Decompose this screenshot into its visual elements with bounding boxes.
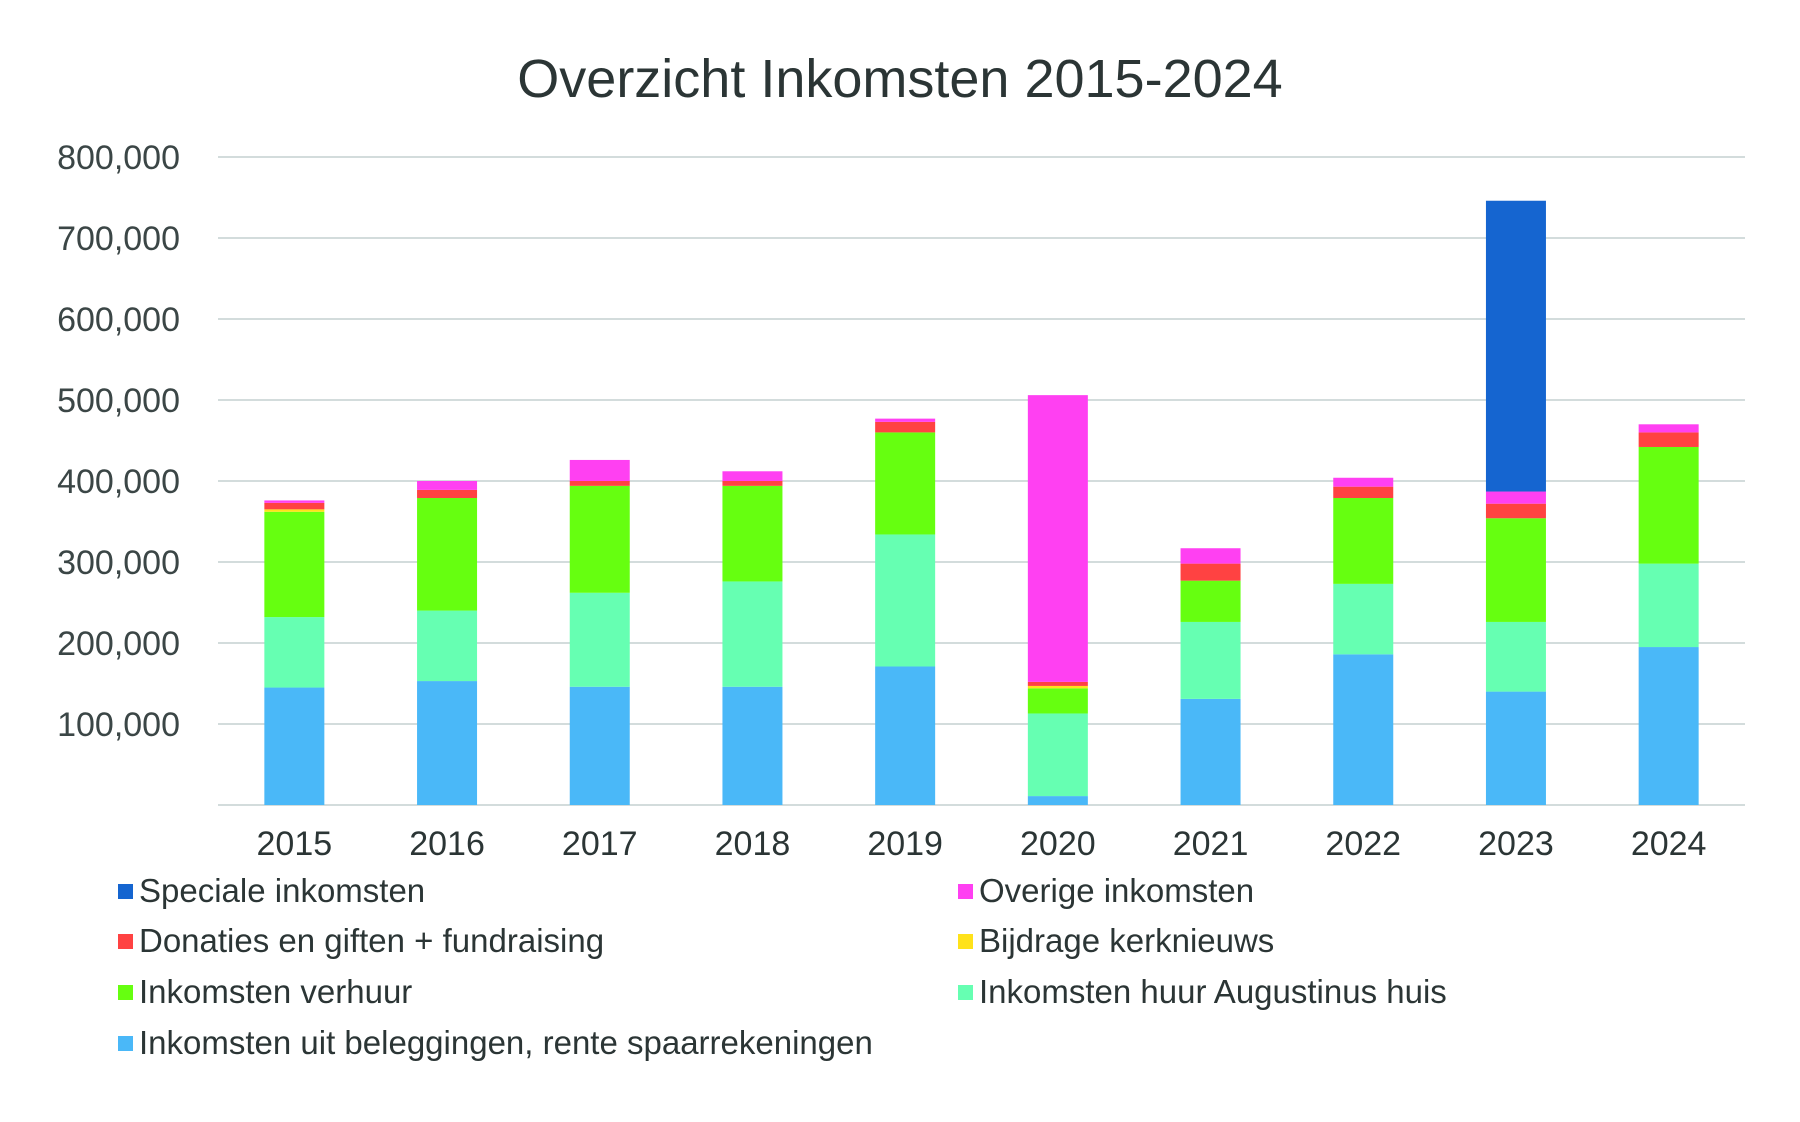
axis-labels: 100,000 200,000 300,000 400,000 500,000 600,0… (57, 139, 1706, 863)
x-tick-label: 2019 (867, 825, 943, 863)
bar-segment (1180, 580, 1241, 622)
bar-segment (569, 459, 630, 481)
x-tick-label: 2023 (1478, 825, 1554, 863)
x-tick-label: 2017 (562, 825, 638, 863)
bar-segment (417, 498, 478, 611)
y-tick-label: 300,000 (57, 544, 180, 582)
bar-segment (722, 471, 783, 481)
y-tick-label: 700,000 (57, 220, 180, 258)
bar-segment (722, 686, 783, 805)
bar-segment (1027, 685, 1088, 689)
bar-segment (1180, 621, 1241, 699)
bar-segment (875, 418, 936, 422)
y-tick-label: 800,000 (57, 139, 180, 177)
bar-segment (1180, 698, 1241, 805)
bar-segment (1485, 691, 1546, 805)
bar-segment (875, 432, 936, 535)
chart-title: Overzicht Inkomsten 2015-2024 (517, 49, 1283, 109)
bar-segment (417, 481, 478, 490)
bar-segment (875, 666, 936, 805)
bar-segment (417, 489, 478, 499)
bar-segment (569, 481, 630, 486)
bar-segment (569, 592, 630, 687)
bar-segment (1027, 681, 1088, 686)
x-tick-label: 2024 (1631, 825, 1707, 863)
bar-segment (1485, 491, 1546, 504)
bar-segment (1638, 424, 1699, 433)
bar-segment (1485, 621, 1546, 692)
bar-segment (1485, 503, 1546, 519)
y-tick-label: 500,000 (57, 382, 180, 420)
x-tick-label: 2018 (715, 825, 791, 863)
bar-segment (875, 421, 936, 433)
bar-segment (1027, 688, 1088, 714)
bar-segment (1333, 498, 1394, 584)
bar-segment (1638, 563, 1699, 648)
x-tick-label: 2020 (1020, 825, 1096, 863)
y-tick-label: 400,000 (57, 463, 180, 501)
bar-segment (1180, 563, 1241, 581)
bar-segment (264, 509, 325, 512)
bar-segment (264, 511, 325, 618)
bar-segment (1027, 395, 1088, 682)
bars (264, 200, 1699, 805)
y-tick-label: 600,000 (57, 301, 180, 339)
x-tick-label: 2015 (257, 825, 333, 863)
bar-segment (1333, 477, 1394, 487)
x-tick-label: 2016 (409, 825, 485, 863)
x-tick-label: 2022 (1325, 825, 1401, 863)
bar-segment (569, 686, 630, 805)
bar-segment (875, 534, 936, 667)
y-tick-label: 200,000 (57, 625, 180, 663)
bar-segment (1485, 200, 1546, 492)
bar-segment (1027, 713, 1088, 797)
y-tick-label: 100,000 (57, 706, 180, 744)
bar-segment (1638, 647, 1699, 805)
bar-segment (1333, 654, 1394, 805)
bar-segment (722, 581, 783, 687)
bar-segment (1333, 583, 1394, 655)
bar-segment (1485, 518, 1546, 622)
bar-segment (1027, 796, 1088, 805)
bar-segment (722, 485, 783, 582)
x-tick-label: 2021 (1173, 825, 1249, 863)
bar-segment (264, 687, 325, 805)
bar-segment (569, 485, 630, 593)
bar-segment (1638, 432, 1699, 447)
bar-segment (417, 610, 478, 682)
bar-segment (1638, 446, 1699, 564)
bar-segment (264, 500, 325, 503)
bar-segment (722, 481, 783, 486)
bar-segment (264, 617, 325, 688)
bar-segment (1180, 548, 1241, 564)
bar-segment (1333, 486, 1394, 499)
bar-segment (417, 681, 478, 805)
bar-segment (264, 502, 325, 510)
